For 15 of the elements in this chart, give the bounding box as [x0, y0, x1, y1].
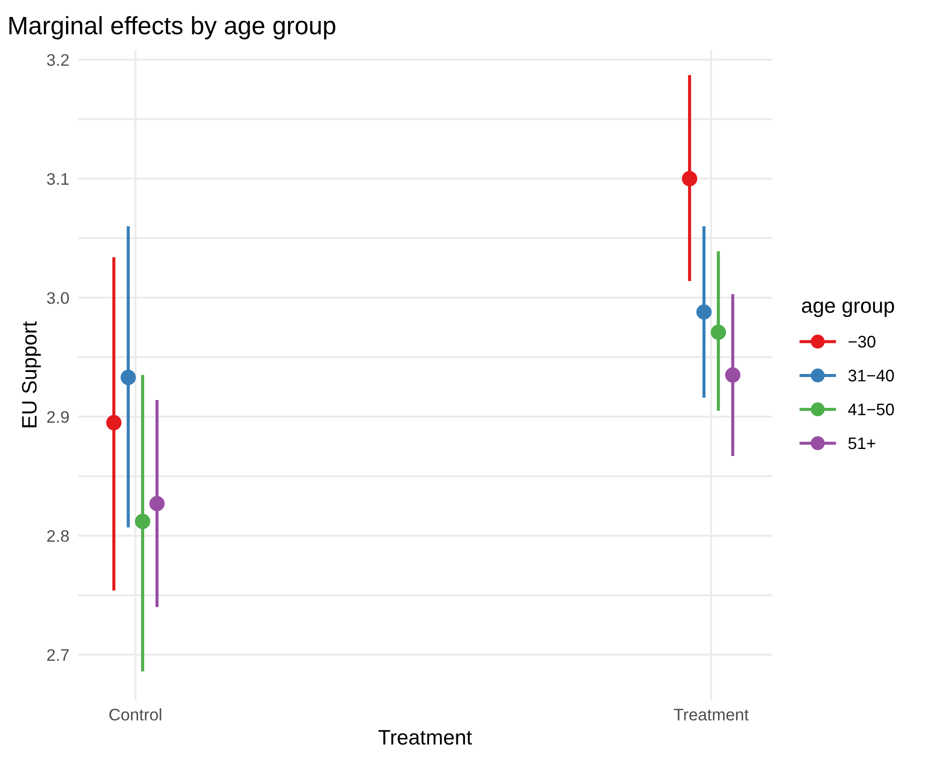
chart-title: Marginal effects by age group	[9, 16, 336, 40]
y-tick-label: 2.7	[47, 649, 69, 661]
x-axis-title: Treatment	[378, 730, 472, 745]
y-tick-label: 3.1	[47, 173, 69, 185]
y-tick-label: 2.9	[47, 411, 69, 423]
legend-title: age group	[802, 301, 894, 318]
legend-label: −30	[848, 336, 876, 348]
legend-label: 51+	[848, 438, 876, 450]
y-axis-title: EU Support	[22, 321, 41, 428]
legend-label: 41−50	[848, 404, 894, 416]
y-tick-label: 2.8	[47, 530, 69, 542]
legend-label: 31−40	[848, 370, 894, 382]
x-tick-label: Control	[109, 708, 162, 721]
y-tick-label: 3.2	[47, 54, 69, 66]
y-tick-label: 3.0	[47, 292, 69, 304]
